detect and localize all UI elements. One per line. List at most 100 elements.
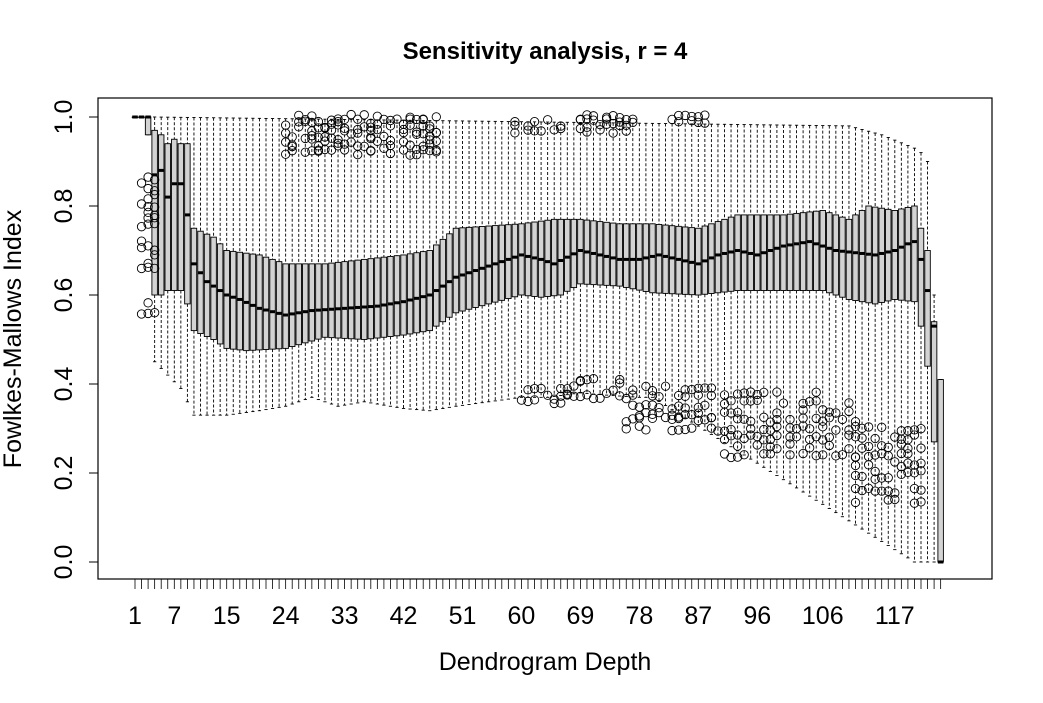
outlier-point [313,116,324,127]
outlier-point [346,109,356,120]
outlier-point [523,385,533,395]
outlier-point [811,451,821,461]
box-body [177,143,185,292]
box-101 [786,124,794,485]
box-46 [426,120,433,412]
outlier-point [857,433,867,443]
box-body [505,224,512,300]
outlier-point [706,383,717,393]
outlier-point [818,405,828,415]
box-body [767,214,774,291]
box-124 [937,379,944,564]
outlier-point [339,126,350,136]
outlier-point [333,138,343,148]
box-115 [878,134,885,542]
outlier-point [798,398,808,409]
box-45 [419,119,427,411]
box-50 [452,120,460,407]
box-body [609,222,617,287]
outlier-point [411,150,422,160]
outlier-point [582,375,592,385]
box-body [144,116,152,136]
box-110 [845,125,853,522]
outlier-point [575,376,586,387]
outlier-point [136,199,147,209]
outlier-point [850,483,861,494]
outlier-point [634,421,644,431]
outlier-point [890,488,900,498]
box-74 [609,122,617,397]
outlier-point [700,400,710,410]
outlier-point [700,415,710,425]
outlier-point [143,219,153,229]
outlier-point [628,400,638,410]
chart-title: Sensitivity analysis, r = 4 [403,38,688,65]
outlier-point [149,189,160,200]
outlier-point [425,139,435,149]
y-tick-label: 0.2 [50,456,78,491]
x-tick-label: 51 [449,602,477,630]
outlier-point [896,448,906,459]
box-9 [184,116,191,403]
outlier-point [615,120,625,131]
outlier-point [326,115,337,125]
outlier-point [811,413,821,424]
outlier-point [307,111,317,121]
outlier-point [693,408,703,418]
outlier-point [398,127,409,138]
box-51 [459,120,466,406]
outlier-point [641,381,651,392]
outlier-point [628,414,638,424]
box-86 [688,123,695,423]
outlier-point [850,470,861,481]
box-82 [662,123,669,407]
outlier-point [667,414,677,425]
outlier-point [582,110,592,120]
outlier-point [529,116,540,127]
outlier-point [647,413,658,423]
outlier-point [575,391,586,402]
outlier-point [405,114,415,124]
box-88 [701,123,709,431]
outlier-point [831,425,841,435]
outlier-point [791,432,802,442]
outlier-point [732,407,743,417]
outlier-point [556,121,566,131]
outlier-point [896,469,906,479]
box-body [754,214,761,291]
box-body [623,223,630,288]
outlier-point [149,175,160,185]
outlier-point [307,131,317,141]
x-axis-label: Dendrogram Depth [439,648,652,676]
box-12 [203,117,211,416]
box-body [773,214,781,291]
box-23 [275,118,283,408]
outlier-point [143,183,153,194]
outlier-point [425,145,435,156]
outlier-point [143,308,153,319]
box-105 [812,125,820,501]
box-81 [655,123,663,402]
box-2 [138,115,145,119]
outlier-point [320,132,330,142]
outlier-point [916,497,926,507]
outlier-point [746,416,756,426]
box-body [603,221,610,286]
outlier-point [877,473,887,483]
outlier-point [294,122,304,132]
outlier-point [909,460,920,470]
outlier-point [739,388,749,398]
box-79 [642,122,650,398]
outlier-point [333,116,343,127]
outlier-point [601,119,612,129]
box-56 [492,120,499,402]
outlier-point [353,149,363,160]
outlier-point [909,483,920,494]
outlier-point [431,112,441,122]
box-body [184,143,191,305]
outlier-point [693,402,703,413]
outlier-point [850,497,861,508]
outlier-point [909,425,920,435]
outlier-point [903,467,913,478]
outlier-point [149,213,160,223]
